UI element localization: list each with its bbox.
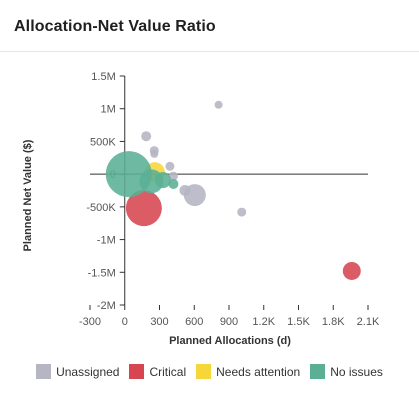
data-point-unassigned[interactable] xyxy=(141,131,152,142)
data-point-critical[interactable] xyxy=(125,190,162,227)
data-point-unassigned[interactable] xyxy=(214,100,223,109)
legend-swatch xyxy=(310,364,326,379)
x-axis-title: Planned Allocations (d) xyxy=(169,335,291,347)
data-point-no-issues[interactable] xyxy=(168,178,179,189)
legend-label: Unassigned xyxy=(56,364,120,379)
x-tick-label: 1.2K xyxy=(252,316,275,328)
legend-item-unassigned[interactable]: Unassigned xyxy=(36,364,119,379)
data-points xyxy=(105,100,361,280)
x-tick-label: 300 xyxy=(150,316,168,328)
legend-swatch xyxy=(196,364,212,379)
y-tick-label: -500K xyxy=(86,202,116,214)
y-tick-label: -1.5M xyxy=(88,267,116,279)
x-tick-label: 900 xyxy=(220,316,238,328)
legend-swatch xyxy=(129,364,145,379)
y-tick-label: 1.5M xyxy=(91,71,115,83)
legend-swatch xyxy=(36,364,52,379)
x-tick-label: 2.1K xyxy=(357,316,380,328)
data-point-unassigned[interactable] xyxy=(168,171,178,181)
y-tick-label: 1M xyxy=(100,104,115,116)
y-tick-label: 500K xyxy=(90,136,116,148)
x-tick-label: -300 xyxy=(79,316,101,328)
legend-label: Needs attention xyxy=(216,364,301,379)
chart-legend: Unassigned Critical Needs attention No issu… xyxy=(0,364,419,379)
legend-item-critical[interactable]: Critical xyxy=(129,364,186,379)
x-tick-label: 1.8K xyxy=(322,316,345,328)
data-point-unassigned[interactable] xyxy=(183,184,206,207)
legend-item-needs-attention[interactable]: Needs attention xyxy=(196,364,300,379)
y-axis-title: Planned Net Value ($) xyxy=(22,139,34,251)
x-tick-label: 600 xyxy=(185,316,203,328)
x-axis-ticks: -300 0 300 600 900 1.2K 1.5K 1.8K 2.1K xyxy=(79,305,380,328)
legend-label: No issues xyxy=(330,364,383,379)
y-tick-label: -2M xyxy=(97,300,116,312)
data-point-unassigned[interactable] xyxy=(165,161,175,171)
data-point-no-issues[interactable] xyxy=(154,172,171,189)
title-divider xyxy=(0,51,419,52)
chart-title: Allocation-Net Value Ratio xyxy=(14,18,216,35)
x-tick-label: 0 xyxy=(122,316,128,328)
y-tick-label: -1M xyxy=(97,235,116,247)
legend-item-no-issues[interactable]: No issues xyxy=(310,364,383,379)
legend-label: Critical xyxy=(149,364,187,379)
x-tick-label: 1.5K xyxy=(287,316,310,328)
data-point-unassigned[interactable] xyxy=(237,207,247,217)
data-point-critical[interactable] xyxy=(342,261,361,280)
data-point-unassigned[interactable] xyxy=(150,149,159,158)
